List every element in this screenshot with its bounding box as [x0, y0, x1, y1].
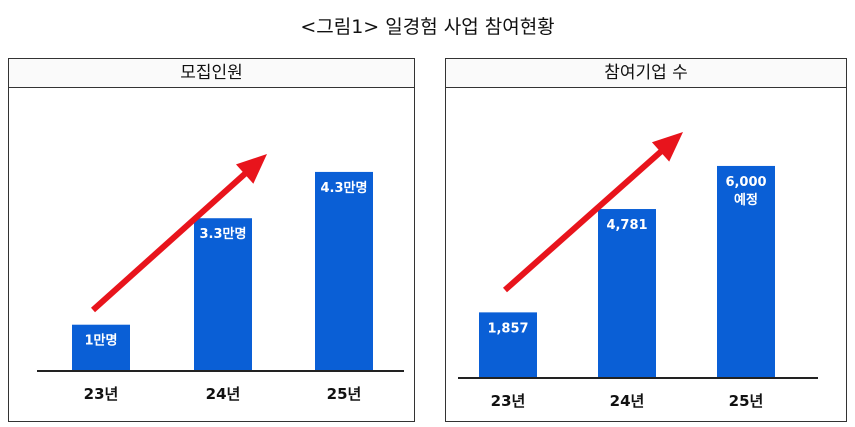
chart-panel-recruitment: 모집인원 1만명 23년 3.3만명 24년 4.3만명 25년 [8, 58, 415, 422]
data-label: 예정 [734, 192, 758, 208]
data-label: 3.3만명 [200, 226, 247, 242]
category-label: 23년 [84, 385, 119, 403]
chart-panel-companies: 참여기업 수 1,857 23년 4,781 24년 6,000 예정 25년 [445, 58, 847, 422]
category-label: 24년 [206, 385, 241, 403]
data-label: 4,781 [606, 218, 647, 233]
bar-23년 [479, 312, 537, 378]
data-label: 1,857 [487, 321, 528, 336]
bar-25년 [315, 171, 373, 371]
bar-chart-companies: 1,857 23년 4,781 24년 6,000 예정 25년 [458, 132, 818, 410]
figure-title: <그림1> 일경험 사업 참여현황 [300, 16, 555, 38]
bar-25년 [717, 165, 775, 378]
chart-title: 참여기업 수 [446, 59, 846, 88]
trend-arrow-icon [503, 132, 683, 293]
chart-title: 모집인원 [9, 59, 414, 88]
category-label: 25년 [327, 385, 362, 403]
data-label: 1만명 [85, 333, 118, 349]
category-label: 25년 [729, 392, 764, 410]
bar-23년 [72, 324, 130, 371]
category-label: 24년 [610, 392, 645, 410]
bar-24년 [598, 209, 656, 378]
bar-chart-recruitment: 1만명 23년 3.3만명 24년 4.3만명 25년 [37, 154, 404, 403]
data-label: 6,000 [725, 175, 766, 190]
trend-arrow-icon [90, 154, 267, 313]
category-label: 23년 [491, 392, 526, 410]
bar-24년 [194, 218, 252, 371]
data-label: 4.3만명 [321, 180, 368, 196]
